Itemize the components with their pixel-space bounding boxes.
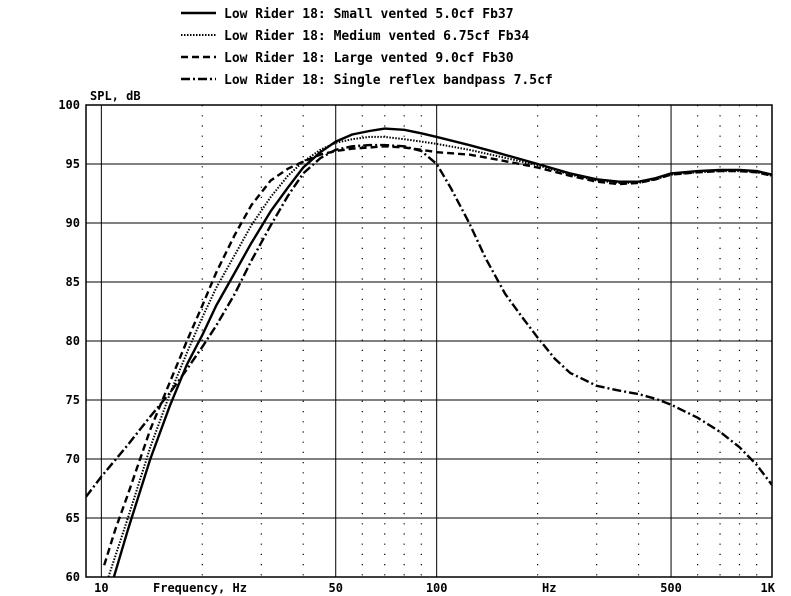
y-tick-label: 80 xyxy=(66,334,80,348)
series-group xyxy=(86,127,772,577)
y-tick-label: 85 xyxy=(66,275,80,289)
legend-label-4: Low Rider 18: Single reflex bandpass 7.5… xyxy=(224,73,553,88)
series-line-3 xyxy=(103,145,772,566)
legend-label-2: Low Rider 18: Medium vented 6.75cf Fb34 xyxy=(224,29,529,44)
y-tick-label: 70 xyxy=(66,452,80,466)
plot-frame xyxy=(85,104,773,578)
y-tick-label: 100 xyxy=(58,98,80,112)
legend: Low Rider 18: Small vented 5.0cf Fb37 Low… xyxy=(181,7,553,88)
legend-label-1: Low Rider 18: Small vented 5.0cf Fb37 xyxy=(224,7,514,22)
x-tick-label: 1K xyxy=(761,581,776,595)
y-tick-labels: 100 95 90 85 80 75 70 65 60 xyxy=(58,98,80,584)
y-tick-label: 75 xyxy=(66,393,80,407)
y-axis-title: SPL, dB xyxy=(90,89,141,103)
legend-label-3: Low Rider 18: Large vented 9.0cf Fb30 xyxy=(224,51,514,66)
series-line-1 xyxy=(112,127,772,577)
series-line-4 xyxy=(86,143,772,498)
x-tick-label: 50 xyxy=(329,581,343,595)
x-axis-unit: Hz xyxy=(542,581,556,595)
grid xyxy=(86,105,772,577)
x-tick-label: 100 xyxy=(426,581,448,595)
x-tick-labels: 10 50 100 500 1K xyxy=(94,581,776,595)
y-tick-label: 65 xyxy=(66,511,80,525)
x-tick-label: 10 xyxy=(94,581,108,595)
series-line-2 xyxy=(107,135,772,577)
y-tick-label: 90 xyxy=(66,216,80,230)
y-tick-label: 95 xyxy=(66,157,80,171)
x-tick-label: 500 xyxy=(660,581,682,595)
y-tick-label: 60 xyxy=(66,570,80,584)
x-axis-title: Frequency, Hz xyxy=(153,581,247,595)
